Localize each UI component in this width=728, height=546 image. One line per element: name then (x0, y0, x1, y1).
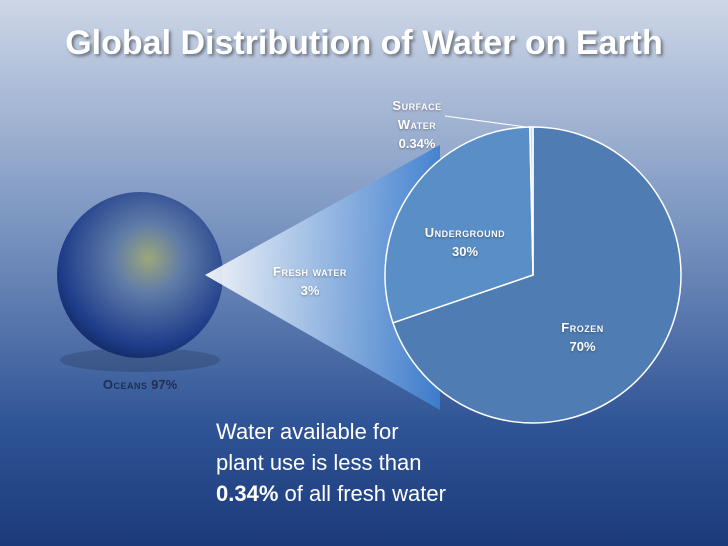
oceans-label: Oceans 97% (60, 375, 220, 394)
value-label: 30% (451, 244, 479, 259)
slice-label: Underground 30% (405, 223, 525, 261)
note-line: 0.34% of all fresh water (216, 478, 446, 509)
note: Water available for plant use is less th… (216, 416, 446, 509)
note-line: Water available for (216, 419, 399, 444)
chart-title: Global Distribution of Water on Earth (65, 24, 663, 62)
fresh-water-name: Fresh water (273, 264, 347, 279)
funnel (205, 145, 440, 410)
note-line: plant use is less than (216, 450, 422, 475)
category-label: Frozen (561, 320, 604, 335)
pie-slice (529, 126, 534, 276)
category-label: Underground (424, 225, 506, 240)
fresh-water-label: Fresh water 3% (255, 262, 365, 300)
oceans-value: 97% (151, 377, 178, 392)
earth-shadow (60, 348, 220, 372)
slice-label: Frozen 70% (545, 318, 620, 356)
fresh-water-value: 3% (300, 283, 320, 298)
value-label: 0.34% (398, 136, 436, 151)
value-label: 70% (569, 339, 596, 354)
leader-line (444, 115, 527, 128)
category-label: Surface Water (392, 98, 442, 132)
slice-label: Surface Water 0.34% (385, 96, 449, 153)
pie-slice (384, 126, 534, 324)
note-text: of all fresh water (284, 481, 446, 506)
earth (57, 192, 223, 358)
oceans-name: Oceans (102, 377, 148, 392)
note-emphasis: 0.34% (216, 481, 279, 506)
pie-slice (391, 126, 682, 424)
